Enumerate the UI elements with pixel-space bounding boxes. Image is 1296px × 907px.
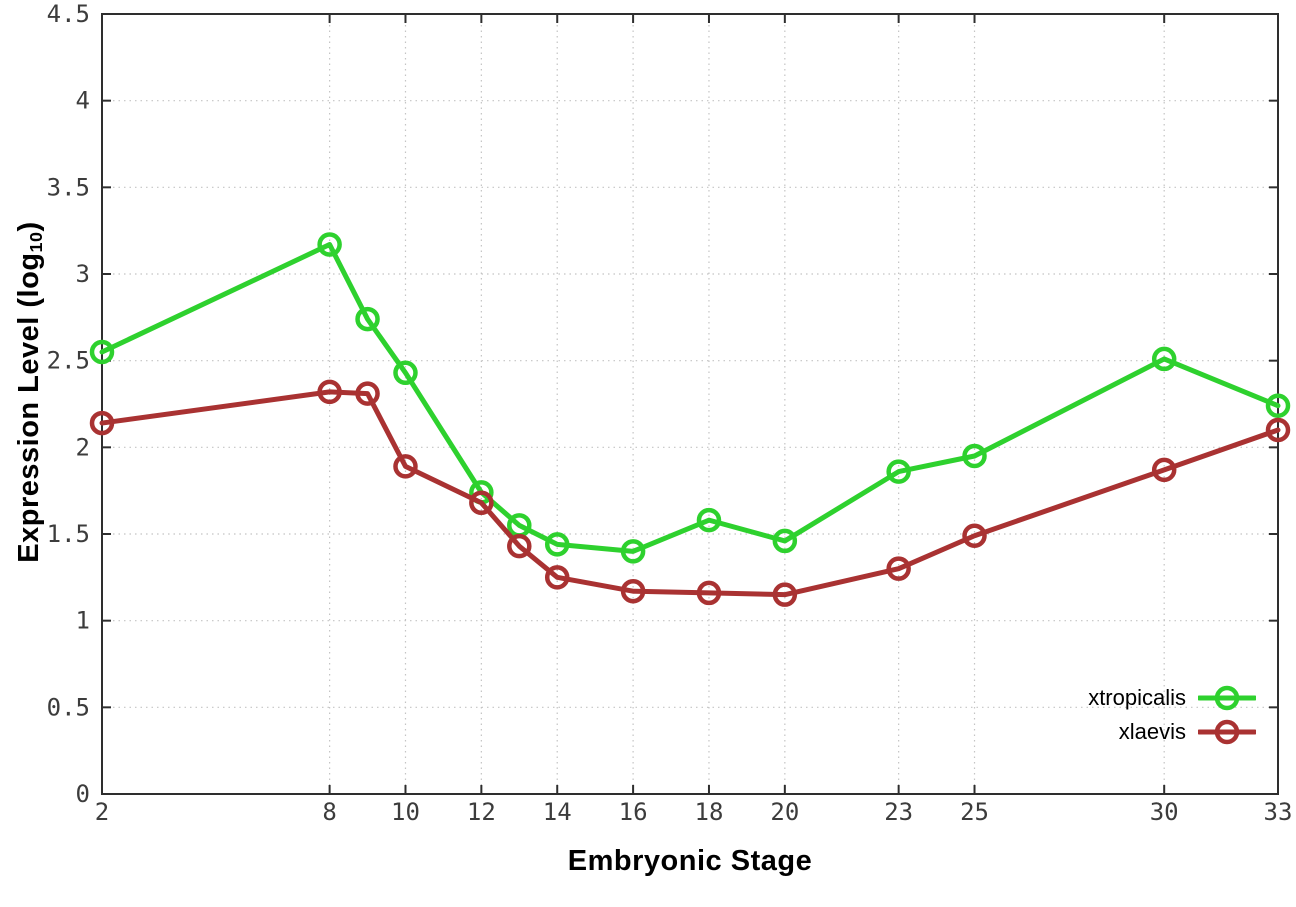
legend-sample-marker [1214,685,1240,711]
y-tick-label: 1.5 [47,520,90,548]
data-point-xlaevis [620,578,646,604]
y-axis-title-main: Expression Level (log [12,252,45,563]
data-point-xlaevis [886,556,911,581]
y-axis-title-close: ) [12,221,45,232]
y-tick-label: 2.5 [47,347,90,375]
data-point-xlaevis [89,410,115,436]
data-point-xtropicalis [620,539,646,564]
data-point-xlaevis [469,490,494,516]
legend-sample-marker [1214,719,1240,745]
data-point-xlaevis [317,379,342,405]
data-point-xtropicalis [1265,393,1291,418]
data-point-xtropicalis [772,528,798,554]
y-tick-label: 4 [76,87,90,115]
y-tick-label: 3 [76,260,90,288]
legend-sample-xlaevis [1198,719,1256,745]
legend-label-xlaevis: xlaevis [1118,719,1186,744]
legend: xtropicalis xlaevis [1088,681,1256,749]
y-tick-label: 1 [76,607,90,635]
data-point-xtropicalis [355,306,380,332]
x-tick-label: 33 [1264,798,1293,826]
x-tick-label: 12 [467,798,496,826]
data-point-xlaevis [1265,417,1291,443]
data-point-xlaevis [772,582,798,607]
legend-label-xtropicalis: xtropicalis [1088,685,1186,710]
data-point-xlaevis [544,565,570,590]
data-point-xlaevis [393,454,418,479]
series-line-xlaevis [99,389,1281,598]
x-tick-label: 20 [770,798,799,826]
x-tick-label: 23 [884,798,913,826]
legend-row-xlaevis: xlaevis [1088,715,1256,749]
legend-row-xtropicalis: xtropicalis [1088,681,1256,715]
data-point-xlaevis [1151,457,1177,483]
x-tick-label: 25 [960,798,989,826]
plot-border [101,13,1279,795]
x-tick-label: 14 [543,798,572,826]
data-point-xtropicalis [1151,346,1177,372]
data-point-xlaevis [696,580,722,606]
data-point-xtropicalis [696,507,722,533]
y-tick-label: 2 [76,433,90,461]
data-point-xtropicalis [886,459,911,484]
y-tick-label: 0.5 [47,693,90,721]
data-point-xtropicalis [89,339,115,365]
x-tick-label: 2 [95,798,109,826]
data-point-xlaevis [507,533,532,559]
data-point-xlaevis [962,523,987,548]
data-point-xtropicalis [393,360,418,386]
data-point-xtropicalis [962,443,987,469]
y-tick-label: 3.5 [47,173,90,201]
x-axis-title: Embryonic Stage [567,845,813,877]
x-tick-label: 30 [1150,798,1179,826]
data-point-xlaevis [355,381,380,406]
y-tick-label: 4.5 [47,0,90,28]
y-axis-title: Expression Level (log10) [13,221,47,562]
y-tick-label: 0 [76,780,90,808]
x-tick-label: 16 [619,798,648,826]
data-point-xtropicalis [544,532,570,557]
y-axis-title-subscript: 10 [26,231,47,253]
x-tick-label: 18 [695,798,724,826]
data-point-xtropicalis [317,232,342,257]
legend-sample-xtropicalis [1198,685,1256,711]
x-tick-label: 8 [322,798,336,826]
x-tick-label: 10 [391,798,420,826]
